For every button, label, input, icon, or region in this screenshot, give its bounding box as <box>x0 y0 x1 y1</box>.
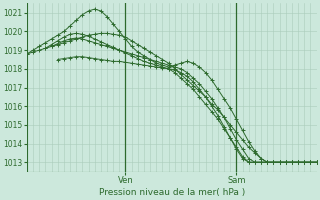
X-axis label: Pression niveau de la mer( hPa ): Pression niveau de la mer( hPa ) <box>99 188 245 197</box>
